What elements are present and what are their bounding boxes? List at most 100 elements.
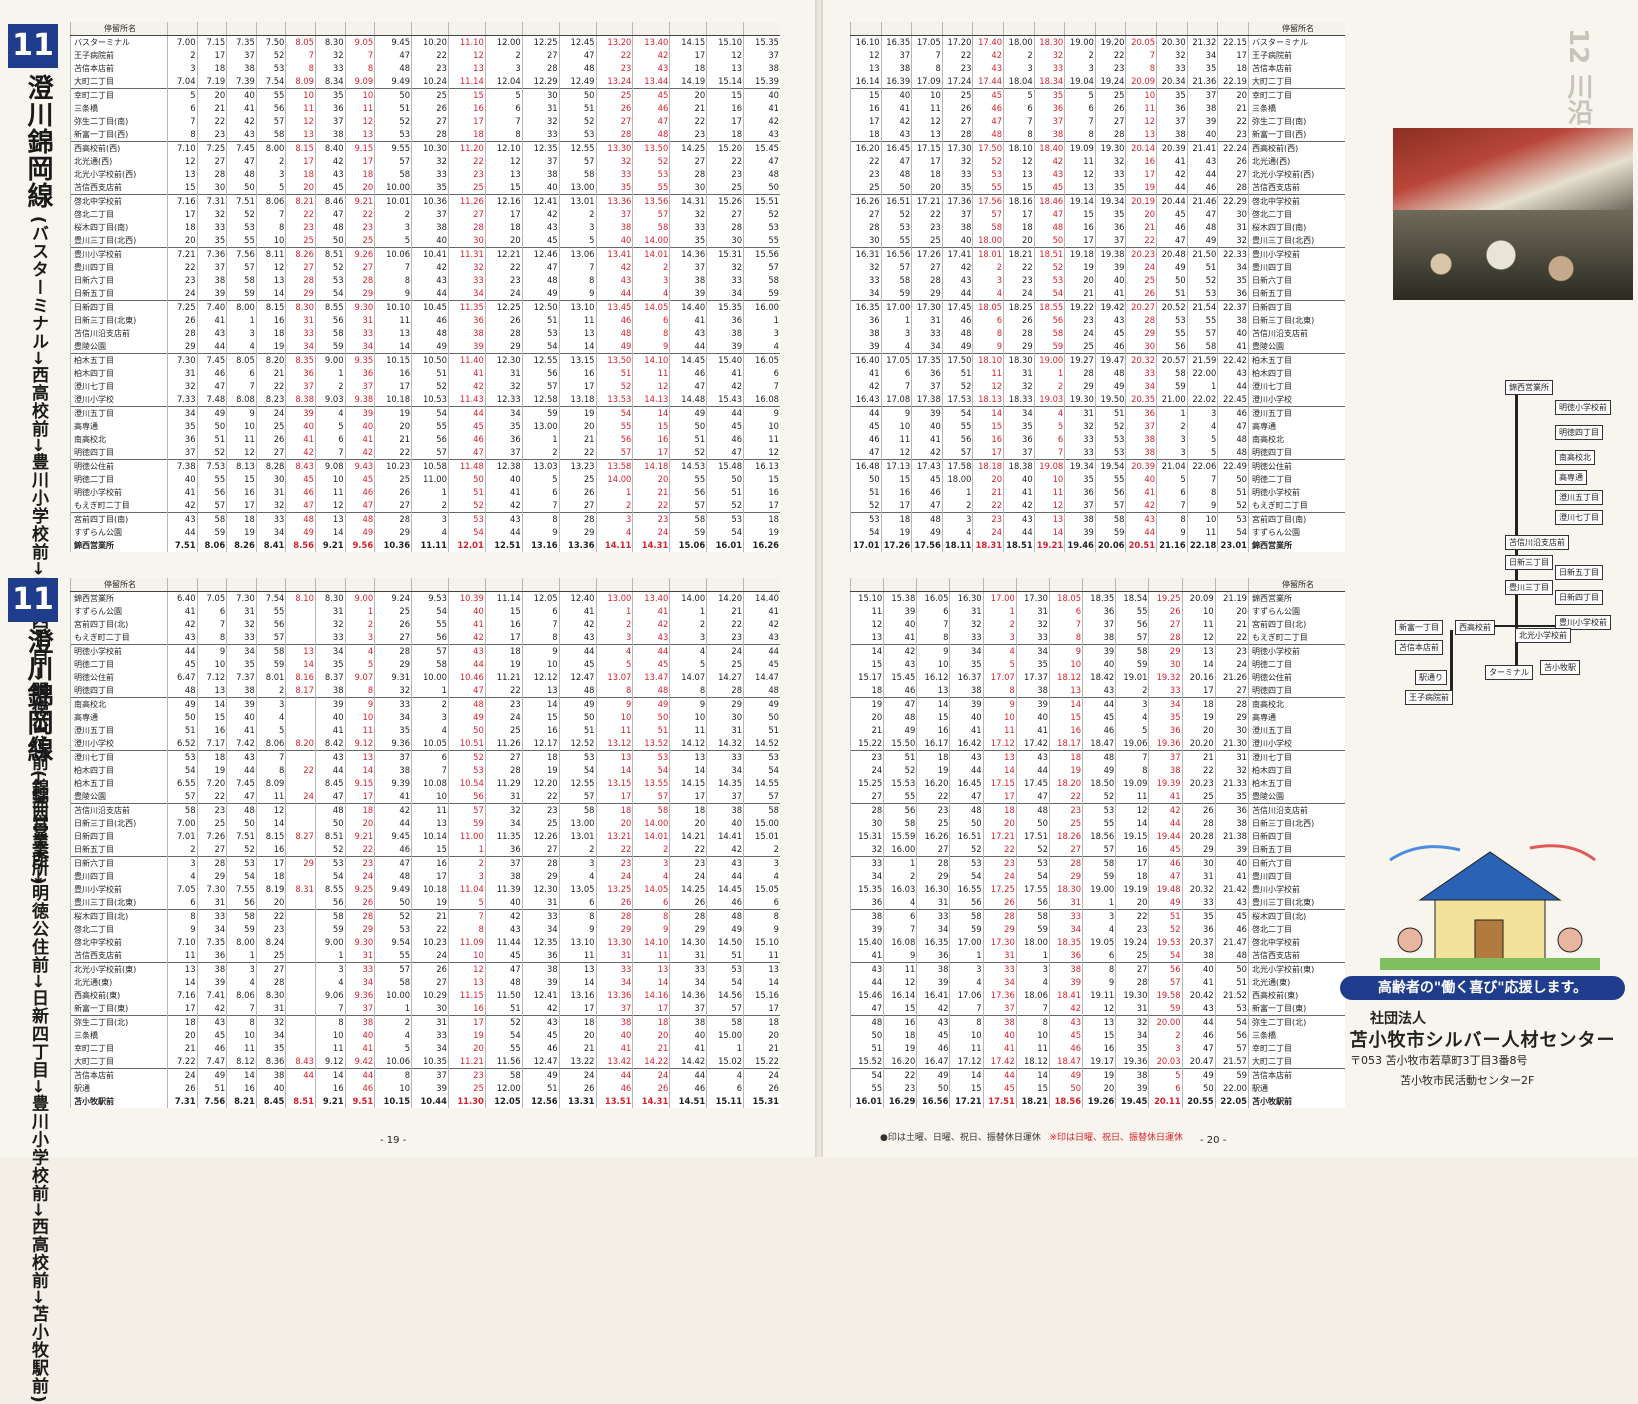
- time-cell: 7: [285, 49, 316, 62]
- time-cell: 13.07: [595, 671, 633, 684]
- time-cell: 3: [226, 327, 257, 340]
- time-cell: 23: [595, 856, 633, 870]
- time-cell: 53: [314, 274, 346, 287]
- time-cell: 41: [285, 433, 316, 446]
- time-cell: 13.12: [595, 737, 633, 751]
- time-cell: 9: [1048, 644, 1083, 658]
- time-cell: 36: [1082, 605, 1116, 618]
- time-cell: 12: [972, 380, 1004, 393]
- time-cell: 32: [374, 684, 412, 698]
- time-cell: 35: [941, 181, 973, 195]
- time-cell: 6: [743, 367, 780, 380]
- time-cell: 9.30: [344, 936, 375, 949]
- time-cell: 22: [1125, 234, 1157, 248]
- stop-name-cell: 苫信川沿支店前: [70, 803, 168, 817]
- time-cell: 20.28: [1181, 830, 1216, 843]
- time-cell: 9.09: [344, 75, 375, 89]
- time-cell: 53: [1217, 512, 1249, 526]
- time-cell: 50: [743, 181, 780, 195]
- time-cell: 18.11: [941, 539, 973, 552]
- time-cell: 44: [447, 658, 486, 671]
- time-cell: 20.11: [1148, 1095, 1183, 1108]
- time-cell: 26: [982, 896, 1017, 910]
- time-cell: 54: [521, 340, 560, 354]
- stop-name-cell: 桜木四丁目(南): [70, 221, 168, 234]
- time-cell: 15: [949, 1082, 984, 1095]
- time-cell: 25: [285, 234, 316, 248]
- time-cell: 15.11: [706, 1095, 744, 1108]
- time-cell: 44: [196, 340, 227, 354]
- time-cell: 8.20: [285, 737, 316, 751]
- time-cell: 20.52: [1156, 300, 1188, 314]
- time-cell: 48: [314, 221, 346, 234]
- time-cell: 47: [447, 446, 486, 460]
- time-cell: 13: [344, 750, 375, 764]
- time-cell: 13.23: [558, 459, 596, 473]
- time-cell: 16: [374, 367, 412, 380]
- time-cell: 26: [558, 486, 596, 499]
- stop-name-cell: 南高校北: [70, 697, 168, 711]
- timetable-row: 15.10 15.38 16.05 16.30 17.00 17.30 18.05 18.35…: [849, 591, 1345, 605]
- time-cell: 14.27: [706, 671, 744, 684]
- time-cell: 50: [1181, 1082, 1216, 1095]
- time-cell: 36: [850, 314, 882, 327]
- time-cell: 19: [255, 340, 286, 354]
- time-cell: 2: [521, 446, 560, 460]
- time-cell: 9: [669, 697, 707, 711]
- time-cell: 10: [1186, 512, 1218, 526]
- time-cell: 15.10: [743, 936, 780, 949]
- time-cell: 41: [167, 486, 198, 499]
- time-cell: 35: [1186, 62, 1218, 75]
- time-cell: 59: [1015, 923, 1050, 936]
- time-cell: 7.30: [167, 353, 198, 367]
- time-cell: 16.03: [883, 883, 917, 896]
- time-cell: 15: [1082, 1029, 1116, 1042]
- time-cell: 11: [883, 962, 917, 976]
- stop-name-cell: 豊川三丁目(北東): [70, 896, 168, 910]
- header-trip-cell: [255, 22, 286, 36]
- time-cell: 27: [411, 115, 449, 128]
- time-cell: 14.47: [743, 671, 780, 684]
- time-cell: 42: [1148, 803, 1183, 817]
- time-cell: 27: [447, 208, 486, 221]
- time-cell: 12.45: [558, 35, 596, 49]
- time-cell: 34: [669, 976, 707, 989]
- time-cell: 40: [880, 88, 912, 102]
- time-cell: 32: [521, 115, 560, 128]
- time-cell: 24: [255, 406, 286, 420]
- time-cell: 56: [1094, 486, 1126, 499]
- time-cell: 38: [1186, 102, 1218, 115]
- stop-name-cell: 明徳二丁目: [1248, 658, 1345, 671]
- time-cell: 10: [982, 711, 1017, 724]
- time-cell: 14: [1033, 526, 1065, 539]
- time-cell: 22.45: [1217, 393, 1249, 407]
- time-cell: 33: [941, 168, 973, 181]
- time-cell: 15: [484, 605, 523, 618]
- time-cell: 43: [632, 62, 670, 75]
- time-cell: 43: [484, 512, 523, 526]
- time-cell: 37: [595, 1002, 633, 1016]
- time-cell: 1: [743, 314, 780, 327]
- time-cell: 49: [521, 287, 560, 301]
- time-cell: 26: [595, 102, 633, 115]
- time-cell: 43: [314, 168, 346, 181]
- time-cell: 15.40: [849, 936, 884, 949]
- time-cell: 8.15: [255, 830, 286, 843]
- timetable-row: 55 23 50 15 45 15 50 20 39 6 50 22.00 駅通: [849, 1082, 1345, 1095]
- time-cell: 19.18: [1064, 247, 1096, 261]
- route-name: 澄川錦岡線: [23, 74, 53, 209]
- time-cell: 18.10: [1003, 141, 1035, 155]
- time-cell: 58: [374, 976, 412, 989]
- time-cell: 59: [521, 406, 560, 420]
- time-cell: 10: [1181, 605, 1216, 618]
- time-cell: 33: [411, 1029, 449, 1042]
- timetable-row: 16.31 16.56 17.26 17.41 18.01 18.21 18.51 19.18…: [850, 247, 1345, 261]
- time-cell: 7.40: [196, 300, 227, 314]
- time-cell: 16: [226, 1082, 257, 1095]
- time-cell: 55: [880, 234, 912, 248]
- time-cell: 27: [1148, 618, 1183, 631]
- time-cell: 4: [226, 340, 257, 354]
- time-cell: 15: [411, 843, 449, 857]
- time-cell: 12: [1003, 155, 1035, 168]
- time-cell: 44: [1015, 764, 1050, 777]
